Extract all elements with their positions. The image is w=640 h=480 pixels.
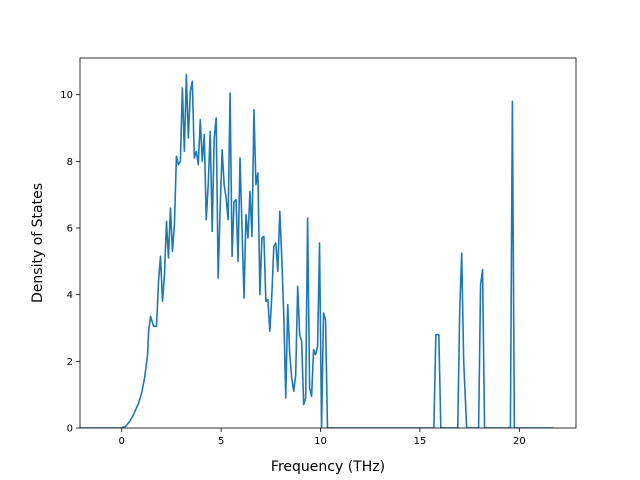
axes-frame — [79, 57, 577, 429]
y-tick-label: 8 — [67, 157, 73, 168]
dos-series-line-0 — [80, 73, 554, 428]
x-axis: 0 5 10 15 20 — [119, 428, 526, 447]
x-tick-label: 0 — [119, 436, 125, 447]
y-tick-label: 2 — [67, 357, 73, 368]
x-tick-label: 10 — [314, 436, 327, 447]
x-axis-label: Frequency (THz) — [271, 459, 385, 475]
y-tick-label: 0 — [67, 424, 73, 435]
x-tick-label: 15 — [414, 436, 427, 447]
y-tick-label: 10 — [60, 90, 73, 101]
plot-area — [80, 73, 554, 428]
y-tick-label: 6 — [67, 224, 73, 235]
x-tick-label: 5 — [218, 436, 224, 447]
y-axis: 0 2 4 6 8 10 — [60, 90, 80, 435]
y-tick-label: 4 — [67, 290, 73, 301]
y-axis-label: Density of States — [30, 183, 46, 303]
x-tick-label: 20 — [513, 436, 526, 447]
